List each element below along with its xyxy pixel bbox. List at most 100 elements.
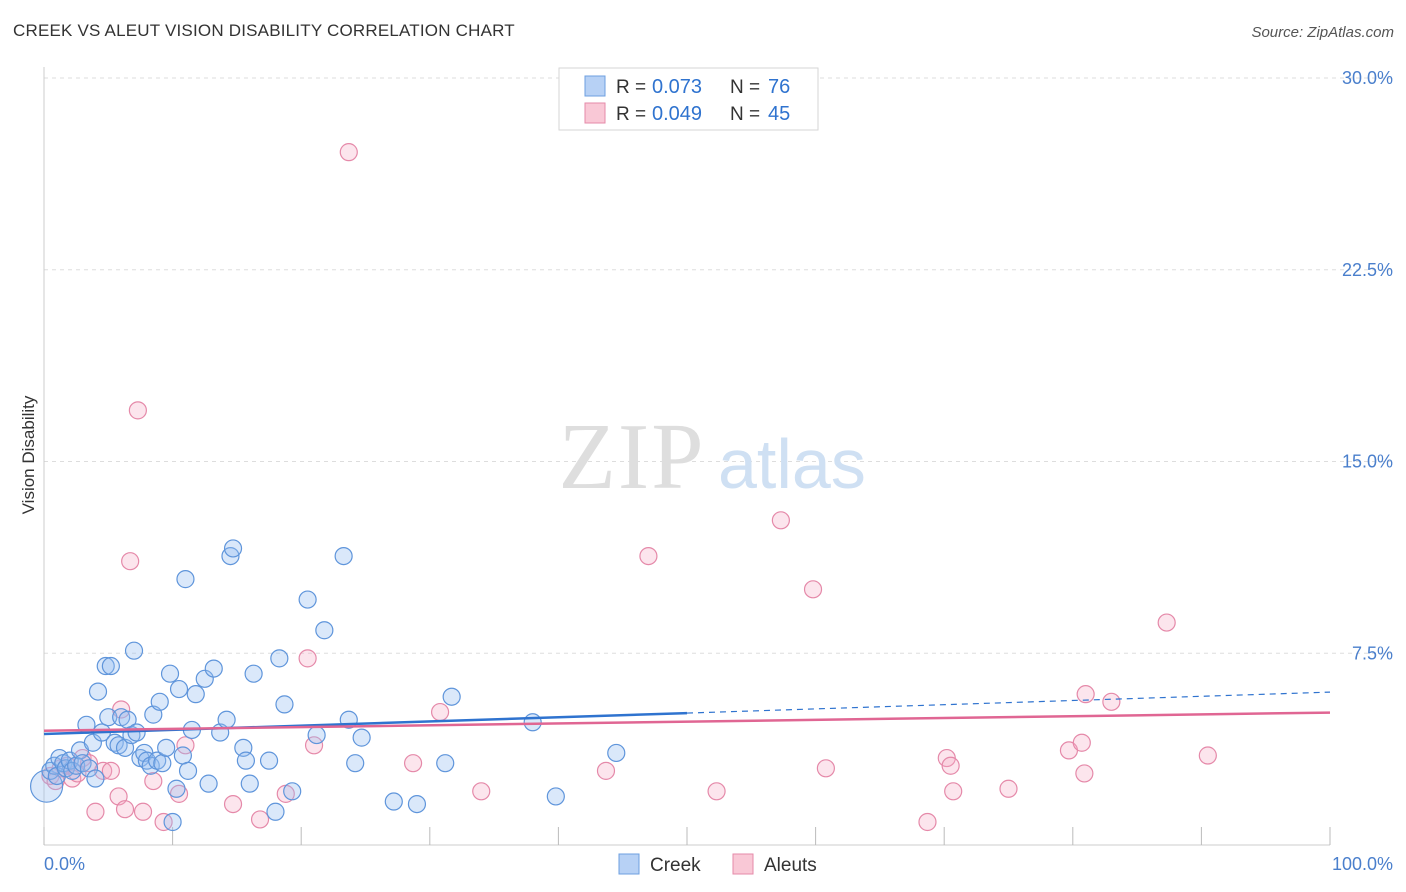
creek-point xyxy=(523,713,542,732)
creek-point xyxy=(176,570,195,589)
trend-lines xyxy=(43,691,1331,736)
creek-point xyxy=(150,692,169,711)
aleuts-point xyxy=(803,580,823,599)
creek-point xyxy=(442,687,461,706)
legend-bottom-swatch xyxy=(732,853,754,875)
aleuts-point xyxy=(707,782,726,801)
legend-swatch xyxy=(584,75,606,97)
creek-point xyxy=(86,769,105,788)
creek-point xyxy=(118,710,137,729)
legend-n-value: 45 xyxy=(768,103,790,125)
y-tick-labels: 7.5% 15.0% 22.5% 30.0% xyxy=(1342,68,1393,663)
legend-r-label: R = xyxy=(616,104,646,125)
legend-r-value: 0.049 xyxy=(652,103,702,125)
aleuts-point xyxy=(1157,613,1176,632)
aleuts-point xyxy=(918,812,937,832)
x-tick-label-end: 100.0% xyxy=(1332,854,1393,874)
aleuts-point xyxy=(1076,685,1095,704)
grid-lines xyxy=(44,77,1392,654)
creek-point xyxy=(223,539,243,558)
aleuts-point xyxy=(771,511,790,530)
creek-point xyxy=(199,774,218,793)
creek-point xyxy=(315,621,334,640)
aleuts-point xyxy=(1102,692,1121,711)
source-credit: Source: ZipAtlas.com xyxy=(1251,24,1394,41)
aleuts-point xyxy=(816,759,835,778)
creek-point xyxy=(283,782,302,801)
aleuts-trend-line xyxy=(43,711,1331,732)
legend-top: R = 0.073 N = 76 R = 0.049 N = 45 xyxy=(558,67,819,131)
creek-point xyxy=(407,794,427,814)
creek-point xyxy=(307,725,326,745)
creek-point xyxy=(236,751,256,770)
creek-point xyxy=(88,682,108,701)
x-tick-labels: 0.0% 100.0% xyxy=(44,854,1393,874)
legend-bottom: Creek Aleuts xyxy=(618,853,817,876)
creek-point xyxy=(259,751,279,770)
aleuts-point xyxy=(339,143,358,162)
legend-n-label: N = xyxy=(730,77,760,98)
legend-swatch xyxy=(584,102,606,124)
aleuts-point xyxy=(169,784,189,803)
creek-point xyxy=(173,746,192,765)
aleuts-point xyxy=(941,756,960,775)
y-tick-label: 22.5% xyxy=(1342,260,1393,280)
creek-point xyxy=(436,754,455,773)
y-tick-label: 7.5% xyxy=(1352,643,1393,663)
creek-point xyxy=(384,792,403,811)
aleuts-point xyxy=(121,552,140,571)
legend-n-value: 76 xyxy=(768,76,790,98)
legend-n-label: N = xyxy=(730,104,760,125)
aleuts-point xyxy=(1075,764,1094,783)
aleuts-point xyxy=(403,754,423,773)
creek-point xyxy=(127,723,146,742)
creek-point xyxy=(217,710,236,729)
creek-point xyxy=(163,812,182,832)
aleuts-point xyxy=(101,761,120,780)
creek-point xyxy=(101,656,120,676)
creek-points xyxy=(29,539,626,832)
axes xyxy=(43,67,1331,846)
aleuts-point xyxy=(1072,733,1091,752)
y-axis-label: Vision Disability xyxy=(19,395,38,514)
chart-title: CREEK VS ALEUT VISION DISABILITY CORRELA… xyxy=(13,21,515,40)
creek-point xyxy=(124,641,144,660)
watermark-atlas: atlas xyxy=(718,425,866,503)
creek-point xyxy=(346,754,365,773)
aleuts-point xyxy=(596,761,616,780)
creek-point xyxy=(99,708,118,727)
watermark: ZIP atlas xyxy=(559,405,866,509)
aleuts-point xyxy=(128,401,147,420)
creek-point xyxy=(204,659,223,678)
creek-point xyxy=(169,679,189,699)
x-tick-label-start: 0.0% xyxy=(44,854,85,874)
aleuts-point xyxy=(250,810,270,829)
aleuts-point xyxy=(999,779,1018,798)
creek-point xyxy=(167,779,186,798)
creek-point xyxy=(240,774,259,793)
creek-point xyxy=(186,685,205,704)
creek-point xyxy=(83,733,102,752)
legend-bottom-label: Creek xyxy=(650,855,701,876)
creek-point xyxy=(270,649,289,668)
aleuts-point xyxy=(86,802,105,821)
legend-r-value: 0.073 xyxy=(652,76,702,98)
creek-trend-line-dashed xyxy=(686,691,1331,714)
creek-point xyxy=(244,664,263,683)
aleuts-point xyxy=(115,800,135,819)
creek-point xyxy=(298,590,317,609)
creek-point xyxy=(79,759,99,778)
aleuts-point xyxy=(144,771,163,791)
creek-point xyxy=(160,664,180,683)
creek-point xyxy=(157,738,176,757)
creek-point xyxy=(607,743,626,763)
creek-point xyxy=(546,787,565,806)
creek-point xyxy=(266,802,285,821)
creek-point xyxy=(195,669,214,688)
aleuts-point xyxy=(472,782,491,801)
legend-bottom-label: Aleuts xyxy=(764,855,817,876)
aleuts-point xyxy=(133,802,153,821)
aleuts-point xyxy=(223,794,243,814)
creek-point xyxy=(153,754,172,773)
aleuts-point xyxy=(298,649,317,668)
